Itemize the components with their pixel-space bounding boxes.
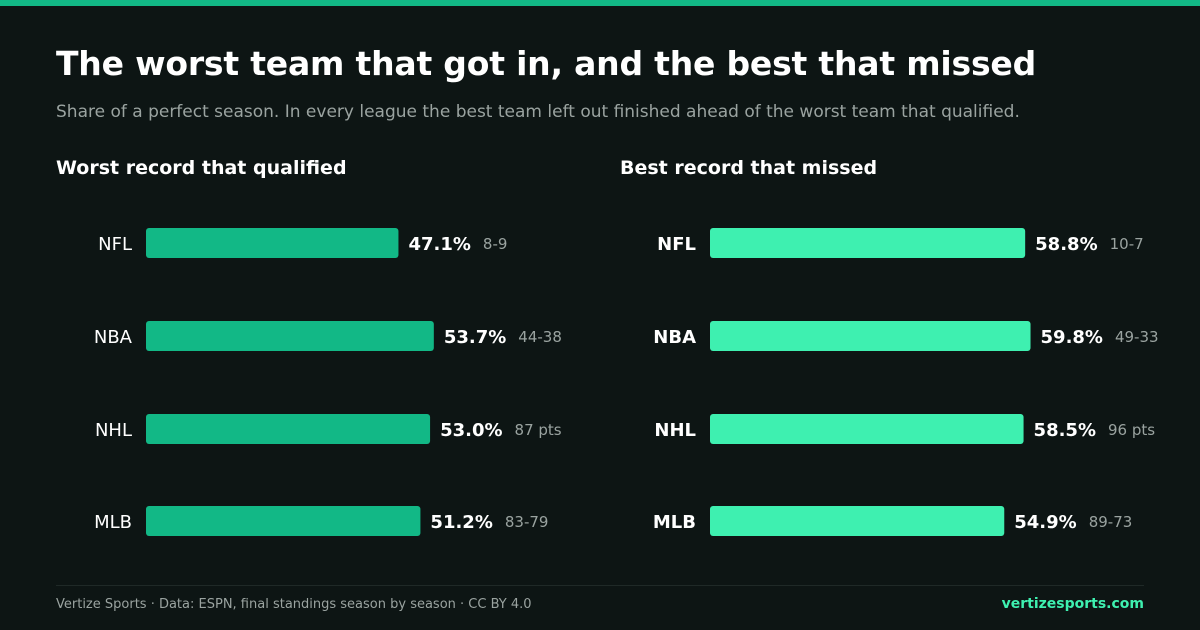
bar-missed-nhl <box>710 414 1024 444</box>
top-accent-stripe <box>0 0 1200 6</box>
page-title: The worst team that got in, and the best… <box>56 44 1037 83</box>
bar-qualified-nfl <box>146 228 399 258</box>
category-label-qualified-nba: NBA <box>94 327 133 348</box>
panel-title-missed: Best record that missed <box>620 157 878 179</box>
record-label-qualified-nba: 44-38 <box>518 328 562 346</box>
bar-missed-nba <box>710 321 1031 351</box>
record-label-missed-nfl: 10-7 <box>1110 235 1144 253</box>
value-label-qualified-nba: 53.7% <box>444 327 506 348</box>
category-label-missed-mlb: MLB <box>653 512 696 533</box>
record-label-qualified-nfl: 8-9 <box>483 235 508 253</box>
bar-qualified-mlb <box>146 506 421 536</box>
bar-qualified-nhl <box>146 414 431 444</box>
record-label-qualified-nhl: 87 pts <box>515 421 562 439</box>
page-subtitle: Share of a perfect season. In every leag… <box>56 102 1020 122</box>
record-label-missed-nhl: 96 pts <box>1108 421 1155 439</box>
category-label-qualified-nfl: NFL <box>98 234 132 255</box>
record-label-missed-mlb: 89-73 <box>1089 513 1133 531</box>
category-label-missed-nfl: NFL <box>657 234 696 255</box>
footer-credit: Vertize Sports · Data: ESPN, final stand… <box>56 597 532 612</box>
bar-qualified-nba <box>146 321 434 351</box>
value-label-qualified-nfl: 47.1% <box>408 234 470 255</box>
value-label-qualified-nhl: 53.0% <box>440 420 502 441</box>
footer-divider <box>56 585 1144 586</box>
record-label-missed-nba: 49-33 <box>1115 328 1159 346</box>
footer-site-link[interactable]: vertizesports.com <box>1001 596 1144 612</box>
record-label-qualified-mlb: 83-79 <box>505 513 549 531</box>
category-label-qualified-nhl: NHL <box>95 420 132 441</box>
value-label-missed-nfl: 58.8% <box>1035 234 1097 255</box>
category-label-missed-nba: NBA <box>653 327 696 348</box>
bar-missed-mlb <box>710 506 1005 536</box>
category-label-qualified-mlb: MLB <box>94 512 132 533</box>
value-label-missed-mlb: 54.9% <box>1014 512 1076 533</box>
bar-missed-nfl <box>710 228 1026 258</box>
category-label-missed-nhl: NHL <box>654 420 696 441</box>
value-label-missed-nhl: 58.5% <box>1034 420 1096 441</box>
value-label-missed-nba: 59.8% <box>1041 327 1103 348</box>
panel-title-qualified: Worst record that qualified <box>56 157 347 179</box>
value-label-qualified-mlb: 51.2% <box>430 512 492 533</box>
